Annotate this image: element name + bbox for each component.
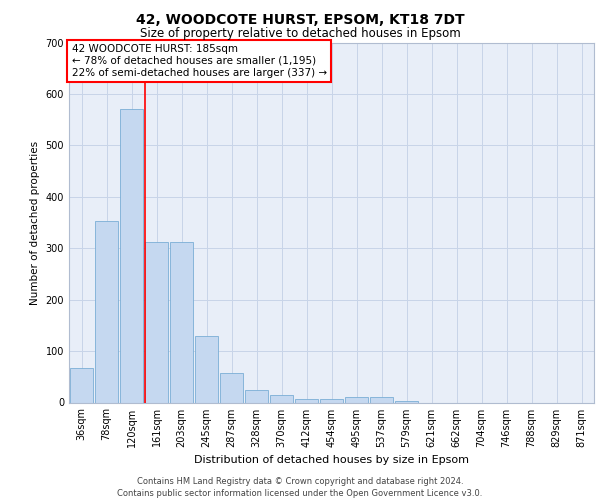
Bar xyxy=(119,110,143,403)
Bar xyxy=(395,401,418,402)
Bar xyxy=(145,242,169,402)
Y-axis label: Number of detached properties: Number of detached properties xyxy=(30,140,40,304)
Bar xyxy=(245,390,268,402)
Bar xyxy=(95,222,118,402)
Text: 42 WOODCOTE HURST: 185sqm
← 78% of detached houses are smaller (1,195)
22% of se: 42 WOODCOTE HURST: 185sqm ← 78% of detac… xyxy=(71,44,327,78)
Text: Contains HM Land Registry data © Crown copyright and database right 2024.
Contai: Contains HM Land Registry data © Crown c… xyxy=(118,476,482,498)
Bar xyxy=(295,399,319,402)
Bar xyxy=(320,399,343,402)
Bar xyxy=(170,242,193,402)
X-axis label: Distribution of detached houses by size in Epsom: Distribution of detached houses by size … xyxy=(194,455,469,465)
Text: Size of property relative to detached houses in Epsom: Size of property relative to detached ho… xyxy=(140,28,460,40)
Bar xyxy=(344,398,368,402)
Bar xyxy=(269,395,293,402)
Text: 42, WOODCOTE HURST, EPSOM, KT18 7DT: 42, WOODCOTE HURST, EPSOM, KT18 7DT xyxy=(136,12,464,26)
Bar xyxy=(370,398,394,402)
Bar xyxy=(194,336,218,402)
Bar xyxy=(220,372,244,402)
Bar xyxy=(70,368,94,402)
